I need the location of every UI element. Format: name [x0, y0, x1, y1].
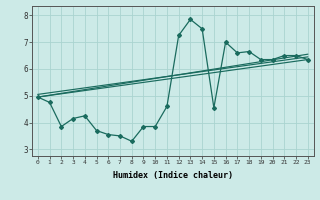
X-axis label: Humidex (Indice chaleur): Humidex (Indice chaleur)	[113, 171, 233, 180]
